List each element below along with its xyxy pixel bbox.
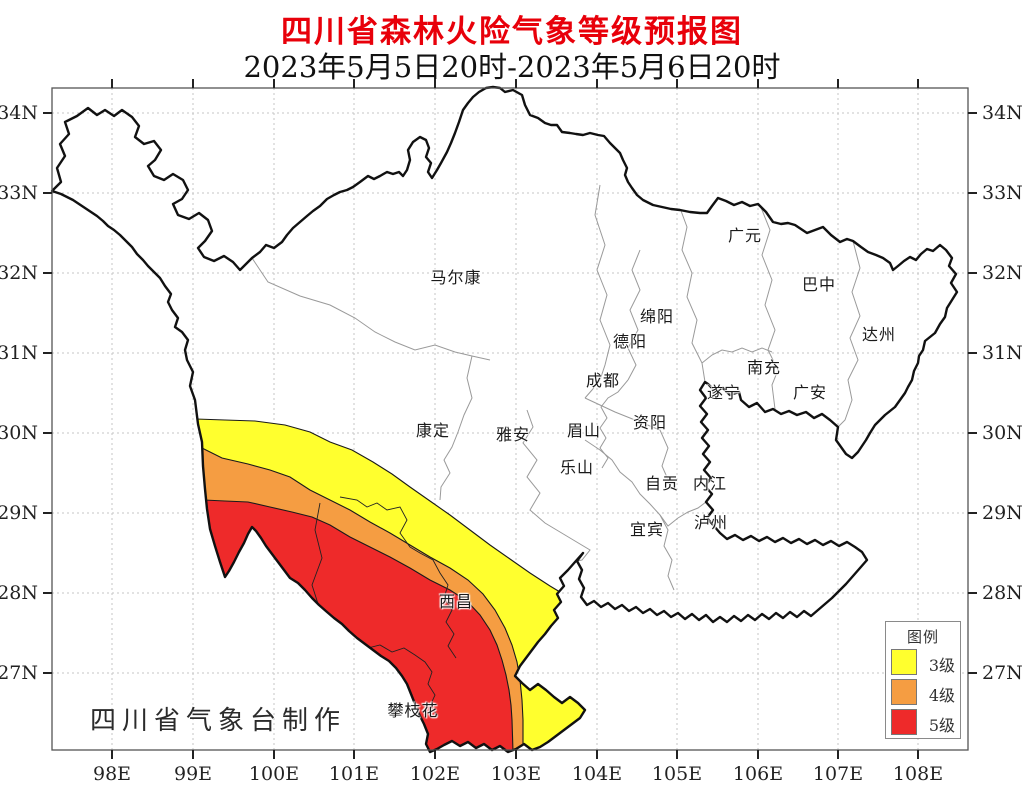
city-label-德阳: 德阳: [612, 334, 648, 351]
lat-label-left: 32N: [0, 262, 38, 284]
city-label-遂宁: 遂宁: [706, 385, 742, 402]
legend-label: 5级: [928, 716, 955, 735]
city-label-眉山: 眉山: [566, 423, 602, 440]
city-label-达州: 达州: [861, 327, 897, 344]
lat-label-right: 33N: [982, 182, 1023, 204]
lon-label: 99E: [173, 763, 213, 785]
legend-item-5级: 5级: [886, 707, 960, 737]
lat-label-right: 27N: [982, 662, 1023, 684]
lon-label: 100E: [248, 763, 300, 785]
lat-label-left: 30N: [0, 422, 38, 444]
lat-lon-grid: [52, 88, 968, 750]
credit-text: 四川省气象台制作: [90, 706, 347, 736]
legend-label: 4级: [928, 686, 955, 705]
sichuan-province-border: [50, 85, 959, 754]
legend-swatch-3级: [891, 649, 917, 675]
city-label-成都: 成都: [585, 373, 621, 390]
city-label-自贡: 自贡: [644, 476, 680, 493]
lon-label: 101E: [328, 763, 380, 785]
city-label-攀枝花: 攀枝花: [387, 703, 439, 720]
lon-label: 98E: [92, 763, 132, 785]
city-label-宜宾: 宜宾: [629, 522, 665, 539]
city-label-泸州: 泸州: [693, 515, 729, 532]
lon-label: 106E: [732, 763, 784, 785]
legend-item-4级: 4级: [886, 677, 960, 707]
lon-label: 104E: [571, 763, 623, 785]
lon-label: 107E: [812, 763, 864, 785]
lat-label-right: 29N: [982, 502, 1023, 524]
legend-item-3级: 3级: [886, 647, 960, 677]
lat-label-left: 29N: [0, 502, 38, 524]
legend-swatch-4级: [891, 679, 917, 705]
lat-label-right: 28N: [982, 582, 1023, 604]
legend-title: 图例: [906, 629, 939, 646]
city-label-马尔康: 马尔康: [430, 270, 482, 287]
lon-label: 105E: [651, 763, 703, 785]
legend-rows: 3级 4级 5级: [886, 647, 960, 737]
lat-label-left: 27N: [0, 662, 38, 684]
prefecture-borders: [251, 184, 861, 591]
map-frame: [43, 79, 977, 759]
city-label-西昌: 西昌: [438, 594, 474, 611]
city-label-南充: 南充: [746, 360, 782, 377]
lat-label-right: 34N: [982, 102, 1023, 124]
city-label-广安: 广安: [792, 385, 828, 402]
city-label-资阳: 资阳: [632, 415, 668, 432]
lon-label: 102E: [409, 763, 461, 785]
lat-label-left: 33N: [0, 182, 38, 204]
lon-label: 103E: [490, 763, 542, 785]
legend-swatch-5级: [891, 709, 917, 735]
page-title: 四川省森林火险气象等级预报图: [281, 14, 743, 49]
legend-label: 3级: [928, 656, 955, 675]
lat-label-left: 28N: [0, 582, 38, 604]
city-label-康定: 康定: [415, 423, 451, 440]
city-label-雅安: 雅安: [495, 427, 531, 444]
city-label-乐山: 乐山: [559, 460, 595, 477]
forecast-period: 2023年5月5日20时-2023年5月6日20时: [243, 50, 781, 84]
city-label-巴中: 巴中: [801, 277, 837, 294]
lat-label-right: 30N: [982, 422, 1023, 444]
lon-label: 108E: [892, 763, 944, 785]
lat-label-left: 34N: [0, 102, 38, 124]
lat-label-left: 31N: [0, 342, 38, 364]
city-label-绵阳: 绵阳: [639, 309, 675, 326]
city-label-广元: 广元: [727, 228, 763, 245]
city-label-内江: 内江: [692, 476, 728, 493]
legend-box: 图例 3级 4级 5级: [885, 621, 961, 739]
lat-label-right: 32N: [982, 262, 1023, 284]
lat-label-right: 31N: [982, 342, 1023, 364]
